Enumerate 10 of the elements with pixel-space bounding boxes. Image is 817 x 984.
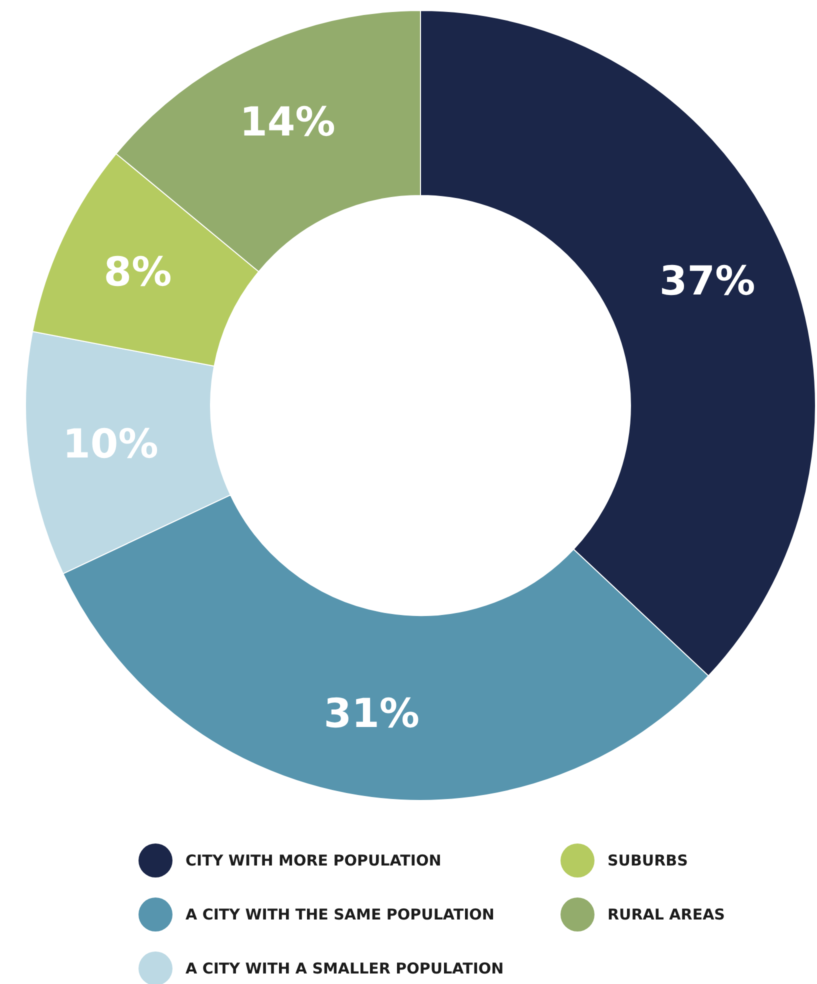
legend-label: SUBURBS: [608, 852, 688, 870]
data-label: 14%: [240, 100, 336, 146]
data-label: 10%: [62, 422, 158, 468]
legend-label: RURAL AREAS: [608, 906, 725, 924]
data-label: 31%: [324, 691, 420, 738]
legend-label: A CITY WITH A SMALLER POPULATION: [186, 960, 504, 978]
legend-label: A CITY WITH THE SAME POPULATION: [186, 906, 494, 924]
data-label: 8%: [104, 249, 172, 296]
data-label: 37%: [659, 258, 756, 304]
legend-label: CITY WITH MORE POPULATION: [186, 852, 442, 870]
